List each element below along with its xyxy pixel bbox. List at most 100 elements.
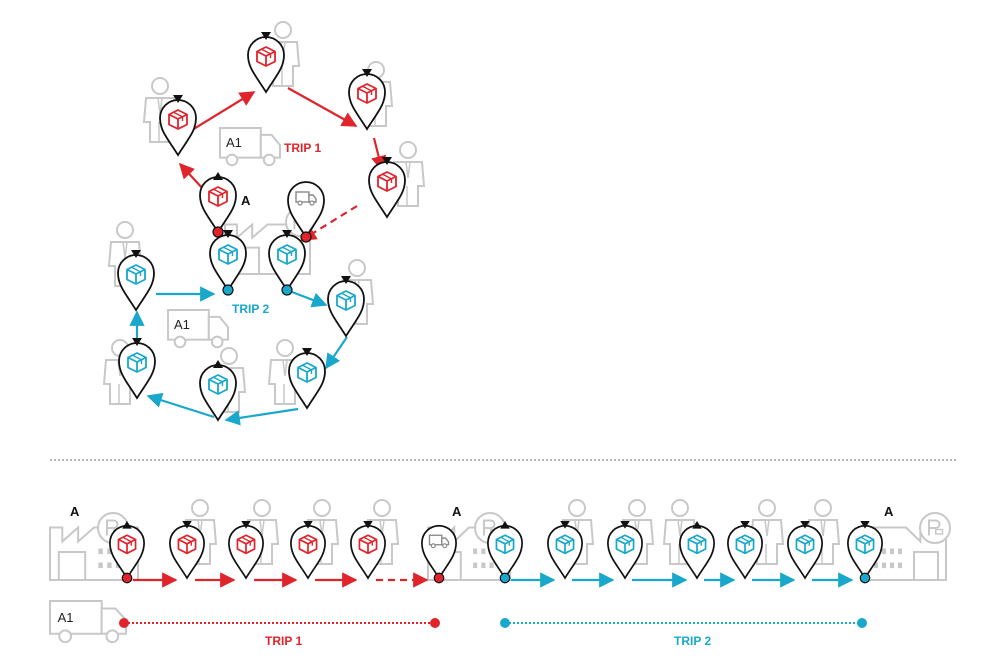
box-icon <box>126 264 146 285</box>
trip1-pin <box>247 32 285 94</box>
timeline-trip1-end-pin <box>421 524 457 584</box>
box-icon <box>277 244 297 265</box>
box-icon <box>555 534 575 555</box>
box-icon <box>297 362 317 383</box>
trip1-end-pin <box>287 181 325 243</box>
stop-dot <box>222 284 234 296</box>
trip2-bar-start <box>500 618 510 628</box>
route-arrow <box>287 87 358 127</box>
trip2-pin <box>117 250 155 312</box>
stop-dot <box>281 284 293 296</box>
parking-icon <box>919 512 951 544</box>
route-arrow <box>191 91 256 131</box>
stop-dot <box>433 572 445 584</box>
route-arrow <box>224 407 299 426</box>
delivery-arrow-icon <box>860 521 870 529</box>
trip2-start-pin <box>209 230 247 296</box>
truck-icon <box>428 534 450 549</box>
box-icon <box>357 83 377 104</box>
trip2-pin <box>199 360 237 422</box>
depot-label: A <box>452 504 462 519</box>
box-icon <box>177 534 197 555</box>
delivery-arrow-icon <box>800 521 810 529</box>
route-arrow <box>146 392 215 419</box>
box-icon <box>855 534 875 555</box>
trip2-bar-end <box>857 618 867 628</box>
timeline-trip2-pin <box>787 521 823 580</box>
route-arrow <box>300 205 358 241</box>
timeline-trip1-pin <box>228 521 264 580</box>
trip1-pin <box>348 69 386 131</box>
timeline-trip2-pin <box>607 521 643 580</box>
box-icon <box>495 534 515 555</box>
trip1-bar-end <box>430 618 440 628</box>
box-icon <box>236 534 256 555</box>
stop-dot <box>121 572 133 584</box>
box-icon <box>218 244 238 265</box>
trip1-start-pin <box>199 172 237 238</box>
timeline-trip1-label: TRIP 1 <box>265 634 302 648</box>
delivery-arrow-icon <box>261 32 271 40</box>
route-arrow <box>178 162 205 191</box>
box-icon <box>795 534 815 555</box>
delivery-arrow-icon <box>282 230 292 238</box>
box-icon <box>687 534 707 555</box>
delivery-arrow-icon <box>382 157 392 165</box>
delivery-arrow-icon <box>173 95 183 103</box>
trip2-pin <box>288 348 326 410</box>
truck-icon: A1 <box>49 600 127 644</box>
trip1-pin <box>159 95 197 157</box>
vehicle-label: A1 <box>174 317 190 332</box>
box-icon <box>168 109 188 130</box>
pins <box>109 32 883 584</box>
text-labels: A TRIP 1 TRIP 2 A A A TRIP 1 TRIP 2 <box>70 141 894 648</box>
box-icon <box>615 534 635 555</box>
vehicle-label: A1 <box>58 610 74 625</box>
timeline-trip2-pin <box>847 521 883 584</box>
pickup-arrow-icon <box>213 360 223 368</box>
timeline-trip1-pin <box>169 521 205 580</box>
trip1-bar-start <box>119 618 129 628</box>
box-icon <box>117 534 137 555</box>
trip2-pin <box>118 338 156 400</box>
box-icon <box>127 352 147 373</box>
trip2-pin <box>327 276 365 338</box>
pickup-arrow-icon <box>500 521 510 529</box>
box-icon <box>358 534 378 555</box>
delivery-arrow-icon <box>132 338 142 346</box>
stop-dot <box>859 572 871 584</box>
pickup-arrow-icon <box>213 172 223 180</box>
timeline-trip2-pin <box>547 521 583 580</box>
delivery-arrow-icon <box>363 521 373 529</box>
timeline-trip2-pin <box>727 521 763 580</box>
box-icon <box>256 46 276 67</box>
delivery-arrow-icon <box>362 69 372 77</box>
delivery-arrow-icon <box>241 521 251 529</box>
delivery-arrow-icon <box>131 250 141 258</box>
box-icon <box>208 186 228 207</box>
truck-icon: A1 <box>167 309 229 349</box>
delivery-arrow-icon <box>560 521 570 529</box>
truck-icon <box>295 191 317 206</box>
delivery-arrow-icon <box>620 521 630 529</box>
timeline-trip1-pin <box>290 521 326 580</box>
box-icon <box>208 374 228 395</box>
delivery-arrow-icon <box>223 230 233 238</box>
pickup-arrow-icon <box>692 521 702 529</box>
vehicle-label: A1 <box>226 135 242 150</box>
depot-label: A <box>70 504 80 519</box>
box-icon <box>298 534 318 555</box>
route-arrow <box>291 290 328 308</box>
route-arrow <box>325 336 348 370</box>
timeline-trip1-pin <box>350 521 386 580</box>
stop-dot <box>300 231 312 243</box>
trip2-pin <box>268 230 306 296</box>
delivery-arrow-icon <box>182 521 192 529</box>
timeline-trip2-pin <box>679 521 715 580</box>
box-icon <box>735 534 755 555</box>
delivery-arrow-icon <box>341 276 351 284</box>
delivery-arrow-icon <box>303 521 313 529</box>
truck-icon: A1 <box>219 127 281 167</box>
trip1-label: TRIP 1 <box>284 141 321 155</box>
